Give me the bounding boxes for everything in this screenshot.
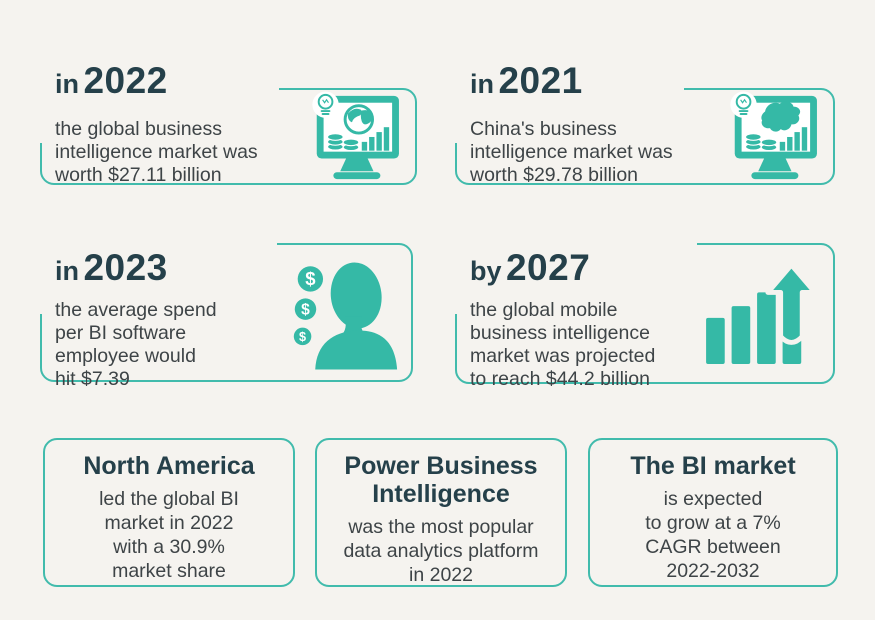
fact-title: The BI market (630, 452, 796, 480)
monitor-analytics-globe-icon (300, 90, 402, 182)
fact-description: is expected to grow at a 7% CAGR between… (645, 488, 781, 582)
fact-card-power-bi: Power Business Intelligence was the most… (315, 438, 567, 587)
border-gap-mask (452, 85, 461, 143)
fact-title: North America (83, 452, 255, 480)
stat-prefix: in (470, 69, 494, 99)
stat-title: in 2023 (55, 247, 217, 297)
rising-bars-up-arrow-icon (703, 262, 821, 364)
stat-title: in 2022 (55, 60, 258, 110)
stat-prefix: in (55, 256, 79, 286)
stat-title: in 2021 (470, 60, 673, 110)
stat-year: 2022 (83, 60, 168, 101)
fact-description: led the global BI market in 2022 with a … (99, 488, 239, 582)
fact-title: Power Business Intelligence (344, 452, 538, 508)
fact-card-north-america: North America led the global BI market i… (43, 438, 295, 587)
border-gap-mask (452, 240, 461, 314)
fact-description: was the most popular data analytics plat… (343, 516, 539, 586)
fact-card-bi-market: The BI market is expected to grow at a 7… (588, 438, 838, 587)
stat-text-block: by 2027 the global mobile business intel… (470, 247, 655, 391)
stat-year: 2023 (83, 247, 168, 288)
stat-text-block: in 2021 China's business intelligence ma… (470, 60, 673, 187)
border-gap-mask (37, 85, 279, 94)
stat-year: 2021 (498, 60, 583, 101)
stat-text-block: in 2022 the global business intelligence… (55, 60, 258, 187)
stat-description: China's business intelligence market was… (470, 118, 673, 186)
border-gap-mask (452, 85, 684, 94)
stat-description: the global business intelligence market … (55, 118, 258, 186)
stat-description: the global mobile business intelligence … (470, 299, 656, 390)
stat-title: by 2027 (470, 247, 655, 297)
monitor-analytics-china-map-icon (718, 90, 820, 182)
stat-card-2022: in 2022 the global business intelligence… (37, 60, 417, 186)
border-gap-mask (37, 240, 46, 314)
svg-text:$: $ (301, 301, 310, 318)
person-with-dollar-coins-icon: $ $ $ (286, 258, 401, 370)
stat-text-block: in 2023 the average spend per BI softwar… (55, 247, 217, 391)
stat-description: the average spend per BI software employ… (55, 299, 217, 390)
border-gap-mask (37, 240, 277, 249)
stat-card-2023: in 2023 the average spend per BI softwar… (37, 240, 413, 390)
svg-text:$: $ (305, 268, 316, 289)
border-gap-mask (452, 240, 697, 249)
svg-text:$: $ (299, 330, 306, 344)
stat-prefix: by (470, 256, 502, 286)
stat-prefix: in (55, 69, 79, 99)
stat-card-2021: in 2021 China's business intelligence ma… (452, 60, 835, 186)
border-gap-mask (37, 85, 46, 143)
stat-year: 2027 (505, 247, 591, 288)
stat-card-2027: by 2027 the global mobile business intel… (452, 240, 835, 390)
